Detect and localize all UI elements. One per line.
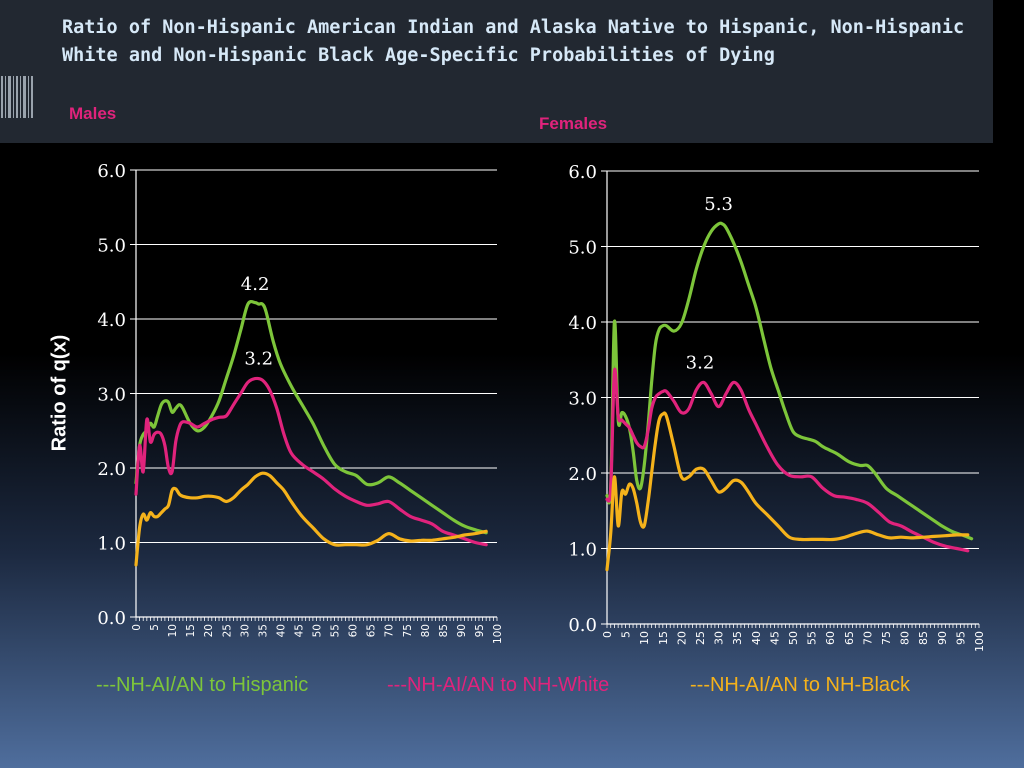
x-tick-label: 70 xyxy=(861,631,874,645)
series-line-white xyxy=(605,367,970,553)
y-tick-label: 6.0 xyxy=(97,161,126,182)
x-tick-label: 65 xyxy=(366,624,378,637)
x-tick-label: 50 xyxy=(787,631,800,645)
y-tick-label: 6.0 xyxy=(568,162,597,183)
x-tick-label: 10 xyxy=(638,631,651,645)
x-tick-label: 5 xyxy=(620,631,633,638)
x-tick-label: 90 xyxy=(456,624,468,637)
y-tick-label: 1.0 xyxy=(568,540,597,561)
series-line-hispanic xyxy=(134,300,488,535)
legend-item-hispanic: ---NH-AI/AN to Hispanic xyxy=(96,674,309,696)
data-annotation: 4.2 xyxy=(241,274,270,295)
x-tick-label: 85 xyxy=(917,631,930,645)
legend-item-nh-black: ---NH-AI/AN to NH-Black xyxy=(690,674,911,696)
y-tick-label: 5.0 xyxy=(97,236,126,257)
x-tick-label: 40 xyxy=(750,631,763,645)
y-tick-label: 2.0 xyxy=(97,459,126,480)
x-tick-label: 25 xyxy=(221,624,233,637)
title-band xyxy=(0,0,993,143)
data-annotation: 3.2 xyxy=(244,349,273,370)
series-line-black xyxy=(605,411,970,572)
x-tick-label: 100 xyxy=(973,631,986,652)
x-tick-label: 45 xyxy=(293,624,305,637)
x-tick-label: 80 xyxy=(899,631,912,645)
x-tick-label: 30 xyxy=(239,624,251,637)
barcode-decoration-icon xyxy=(1,76,33,118)
x-tick-label: 60 xyxy=(824,631,837,645)
x-tick-label: 35 xyxy=(257,624,269,637)
x-tick-label: 0 xyxy=(131,624,143,631)
x-tick-label: 0 xyxy=(601,631,614,638)
x-tick-label: 75 xyxy=(402,624,414,637)
x-tick-label: 20 xyxy=(203,624,215,637)
x-tick-label: 15 xyxy=(657,631,670,645)
x-tick-label: 45 xyxy=(768,631,781,645)
females-panel-label: Females xyxy=(539,114,608,133)
x-tick-label: 80 xyxy=(420,624,432,637)
x-tick-label: 60 xyxy=(348,624,360,637)
x-tick-label: 75 xyxy=(880,631,893,645)
chart-females: 0.0 1.0 2.0 3.0 4.0 5.0 6.0 0 5 10 15 20 25 30 35 40 45 5… xyxy=(568,162,986,652)
x-tick-label: 10 xyxy=(167,624,179,637)
series-line-hispanic xyxy=(605,221,974,541)
x-tick-label: 50 xyxy=(312,624,324,637)
x-tick-label: 15 xyxy=(185,624,197,637)
y-tick-label: 3.0 xyxy=(568,389,597,410)
y-tick-label: 5.0 xyxy=(568,238,597,259)
data-annotation: 3.2 xyxy=(686,352,715,373)
data-annotation: 5.3 xyxy=(704,194,733,215)
y-tick-label: 0.0 xyxy=(97,608,126,629)
y-tick-label: 2.0 xyxy=(568,464,597,485)
x-tick-label: 65 xyxy=(843,631,856,645)
x-tick-label: 20 xyxy=(675,631,688,645)
x-tick-label: 95 xyxy=(954,631,967,645)
y-tick-label: 3.0 xyxy=(97,385,126,406)
x-tick-label: 95 xyxy=(474,624,486,637)
chart-males: 0.0 1.0 2.0 3.0 4.0 5.0 6.0 0 5 10 15 20 25 30 35 40 45 5… xyxy=(97,161,504,644)
males-panel-label: Males xyxy=(69,104,117,123)
y-tick-label: 1.0 xyxy=(97,534,126,555)
y-tick-label: 0.0 xyxy=(568,615,597,636)
x-tick-label: 55 xyxy=(806,631,819,645)
series-line-black xyxy=(134,471,488,567)
slide-title: Ratio of Non-Hispanic American Indian an… xyxy=(62,17,965,66)
x-tick-label: 100 xyxy=(492,624,504,644)
legend: ---NH-AI/AN to Hispanic ---NH-AI/AN to N… xyxy=(0,674,1024,702)
series-line-white xyxy=(134,376,488,547)
x-tick-label: 25 xyxy=(694,631,707,645)
x-tick-label: 35 xyxy=(731,631,744,645)
x-tick-label: 85 xyxy=(438,624,450,637)
y-tick-label: 4.0 xyxy=(568,313,597,334)
x-tick-label: 30 xyxy=(713,631,726,645)
x-tick-label: 40 xyxy=(275,624,287,637)
legend-item-nh-white: ---NH-AI/AN to NH-White xyxy=(387,674,610,696)
x-tick-label: 70 xyxy=(384,624,396,637)
x-tick-label: 55 xyxy=(330,624,342,637)
y-tick-label: 4.0 xyxy=(97,310,126,331)
x-tick-label: 90 xyxy=(936,631,949,645)
x-tick-label: 5 xyxy=(149,624,161,631)
